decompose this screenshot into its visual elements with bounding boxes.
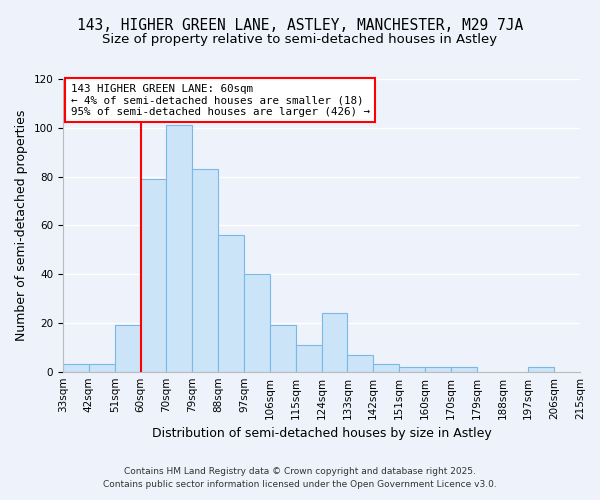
Bar [270,326,296,372]
Bar [218,235,244,372]
Y-axis label: Number of semi-detached properties: Number of semi-detached properties [15,110,28,341]
Text: Size of property relative to semi-detached houses in Astley: Size of property relative to semi-detach… [103,32,497,46]
Bar [192,169,218,372]
Bar [115,326,140,372]
Bar [322,313,347,372]
Bar [296,345,322,372]
Bar [63,364,89,372]
X-axis label: Distribution of semi-detached houses by size in Astley: Distribution of semi-detached houses by … [152,427,491,440]
Bar [166,126,192,372]
Bar [89,364,115,372]
Bar [244,274,270,372]
Text: 143, HIGHER GREEN LANE, ASTLEY, MANCHESTER, M29 7JA: 143, HIGHER GREEN LANE, ASTLEY, MANCHEST… [77,18,523,32]
Bar [399,367,425,372]
Text: 143 HIGHER GREEN LANE: 60sqm
← 4% of semi-detached houses are smaller (18)
95% o: 143 HIGHER GREEN LANE: 60sqm ← 4% of sem… [71,84,370,117]
Bar [347,354,373,372]
Text: Contains public sector information licensed under the Open Government Licence v3: Contains public sector information licen… [103,480,497,489]
Bar [425,367,451,372]
Text: Contains HM Land Registry data © Crown copyright and database right 2025.: Contains HM Land Registry data © Crown c… [124,467,476,476]
Bar [373,364,399,372]
Bar [529,367,554,372]
Bar [451,367,476,372]
Bar [140,179,166,372]
